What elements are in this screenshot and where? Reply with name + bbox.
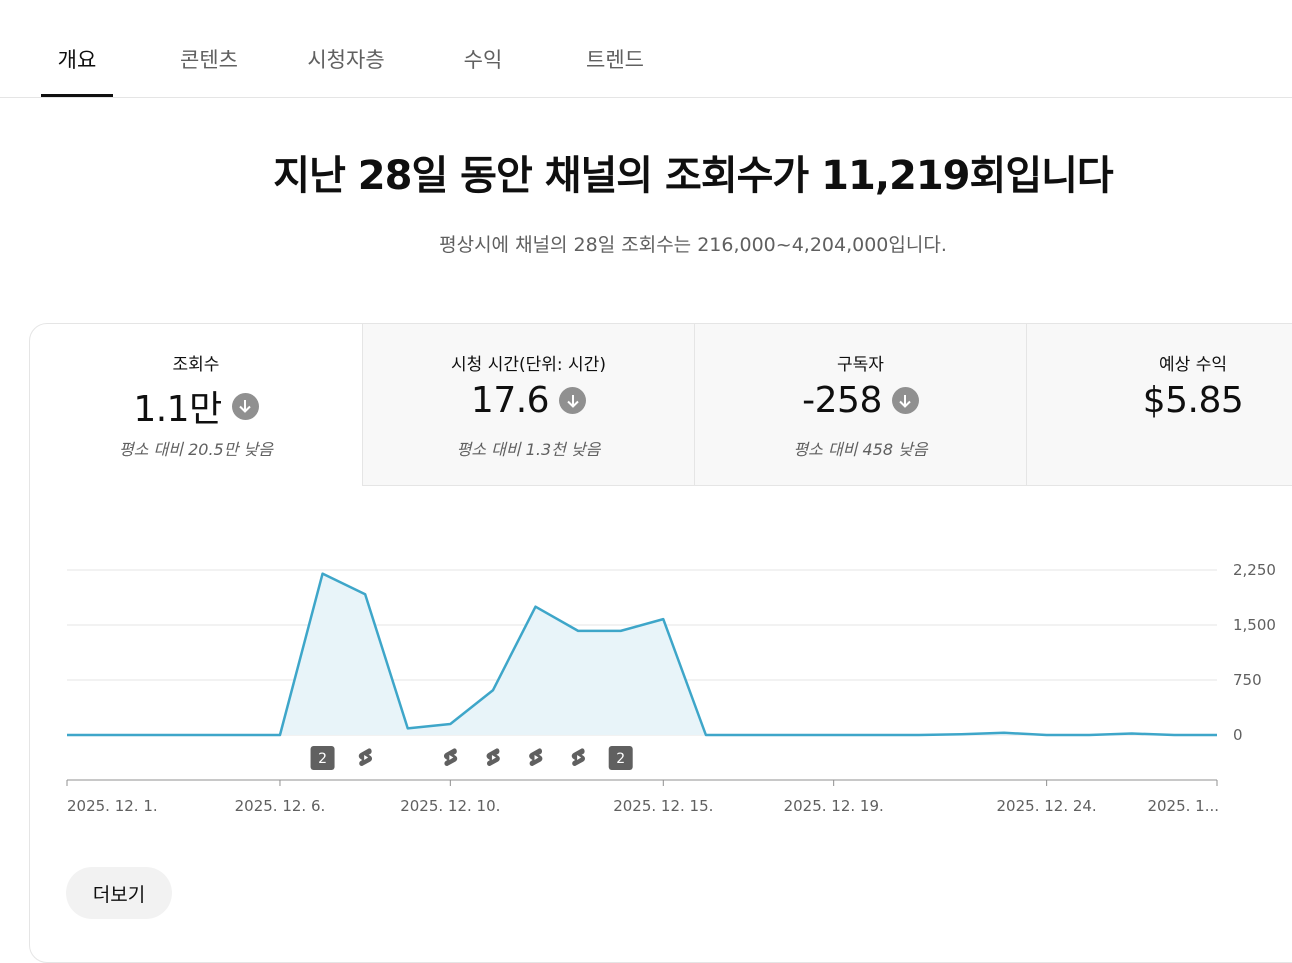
- metric-comparison: 평소 대비 458 낮음: [793, 440, 928, 459]
- metric-label: 시청 시간(단위: 시간): [451, 355, 606, 375]
- metric-subscribers[interactable]: 구독자 -258 평소 대비 458 낮음: [694, 324, 1026, 486]
- arrow-down-icon: [891, 387, 919, 414]
- x-tick-label: 2025. 12. 15.: [613, 797, 713, 815]
- shorts-icon: [486, 748, 500, 767]
- tab-revenue[interactable]: 수익: [463, 48, 503, 72]
- upload-count-label: 2: [616, 751, 625, 767]
- arrow-down-icon: [559, 387, 587, 414]
- metric-views[interactable]: 조회수 1.1만 평소 대비 20.5만 낮음: [30, 324, 362, 486]
- y-tick-label: 1,500: [1233, 616, 1276, 634]
- upload-count-badge: [310, 746, 335, 770]
- upload-count-badge: [608, 746, 633, 770]
- x-tick-label: 2025. 12. 1.: [67, 797, 158, 815]
- metric-value: 17.6: [470, 380, 550, 421]
- tab-overview[interactable]: 개요: [57, 48, 97, 72]
- page-subtitle: 평상시에 채널의 28일 조회수는 216,000~4,204,000입니다.: [439, 234, 947, 256]
- shorts-icon: [529, 748, 543, 767]
- metric-label: 조회수: [172, 355, 220, 375]
- more-button[interactable]: 더보기: [66, 867, 172, 919]
- x-tick-label: 2025. 12. 24.: [997, 797, 1097, 815]
- metric-value: 1.1만: [133, 389, 222, 430]
- active-tab-indicator: [41, 94, 113, 97]
- area-fill: [67, 573, 1217, 735]
- page-title: 지난 28일 동안 채널의 조회수가 11,219회입니다: [273, 153, 1113, 199]
- tab-trends[interactable]: 트렌드: [586, 48, 644, 72]
- metric-value: $5.85: [1142, 380, 1244, 421]
- tab-content[interactable]: 콘텐츠: [180, 48, 238, 72]
- x-tick-label: 2025. 12. 10.: [400, 797, 500, 815]
- metric-comparison: 평소 대비 20.5만 낮음: [119, 440, 273, 459]
- shorts-icon: [443, 748, 458, 767]
- tab-audience[interactable]: 시청자층: [307, 48, 385, 72]
- y-tick-label: 750: [1233, 671, 1262, 689]
- shorts-icon: [571, 748, 585, 767]
- arrow-down-icon: [231, 392, 259, 420]
- x-tick-label: 2025. 12. 6.: [235, 797, 326, 815]
- series-line: [67, 572, 1217, 737]
- metric-label: 구독자: [837, 355, 884, 375]
- metric-comparison: 평소 대비 1.3천 낮음: [456, 440, 601, 459]
- metric-value: -258: [802, 380, 882, 421]
- metric-estimated-revenue[interactable]: 예상 수익 $5.85: [1026, 324, 1292, 486]
- metric-label: 예상 수익: [1159, 355, 1227, 375]
- analytics-card: 조회수 1.1만 평소 대비 20.5만 낮음 시청 시간(단위: 시간) 17…: [29, 323, 1292, 963]
- tab-bar: 개요 콘텐츠 시청자층 수익 트렌드: [0, 0, 1292, 98]
- y-tick-label: 2,250: [1233, 561, 1276, 579]
- views-chart[interactable]: 0 750 1,500 2,250 2025. 12. 1. 2025. 12. 6. 20…: [30, 324, 1292, 844]
- upload-count-label: 2: [318, 751, 327, 767]
- x-tick-label: 2025. 12. 19.: [784, 797, 884, 815]
- shorts-icon: [358, 748, 373, 767]
- metric-watch-time[interactable]: 시청 시간(단위: 시간) 17.6 평소 대비 1.3천 낮음: [362, 324, 694, 486]
- y-tick-label: 0: [1233, 726, 1243, 744]
- x-tick-label: 2025. 1...: [1147, 797, 1219, 815]
